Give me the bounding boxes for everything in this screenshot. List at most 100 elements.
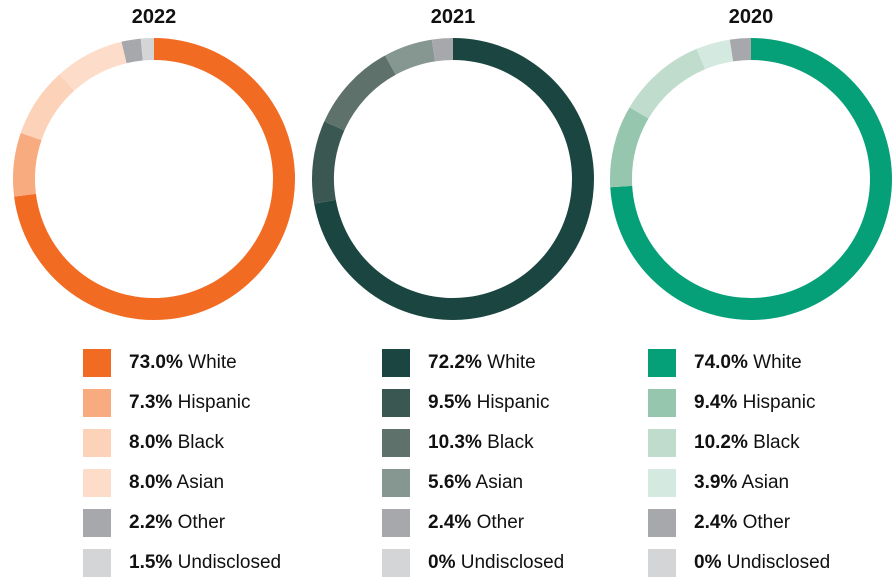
legend-percent: 5.6%: [428, 472, 472, 493]
legend-category: Other: [742, 512, 791, 533]
legend-swatch: [382, 469, 410, 497]
legend-percent: 8.0%: [129, 432, 173, 453]
legend-item-other: 2.4% Other: [648, 503, 830, 543]
legend-category: Black: [487, 432, 534, 453]
legend-category: White: [487, 352, 536, 373]
legend-label: 72.2% White: [428, 352, 536, 374]
legend-item-undisclosed: 1.5% Undisclosed: [83, 543, 281, 583]
legend-category: Other: [177, 512, 226, 533]
slice-asian: [385, 39, 436, 75]
legend-swatch: [83, 429, 111, 457]
legend-item-other: 2.4% Other: [382, 503, 564, 543]
legend-category: White: [753, 352, 802, 373]
legend-category: Hispanic: [742, 392, 816, 413]
legend-category: Undisclosed: [177, 552, 282, 573]
legend-swatch: [83, 549, 111, 577]
legend-swatch: [382, 509, 410, 537]
legend-category: Hispanic: [476, 392, 550, 413]
legend-item-white: 73.0% White: [83, 343, 281, 383]
legend-label: 9.4% Hispanic: [694, 392, 815, 414]
legend-category: Other: [476, 512, 525, 533]
legend-item-undisclosed: 0% Undisclosed: [382, 543, 564, 583]
legend-percent: 2.2%: [129, 512, 173, 533]
legend-swatch: [382, 429, 410, 457]
slice-other: [431, 38, 453, 62]
legend-item-undisclosed: 0% Undisclosed: [648, 543, 830, 583]
legend-swatch: [648, 429, 676, 457]
legend: 73.0% White 7.3% Hispanic 8.0% Black 8.0% A…: [83, 343, 281, 583]
legend-swatch: [648, 469, 676, 497]
legend-label: 9.5% Hispanic: [428, 392, 549, 414]
legend-label: 2.2% Other: [129, 512, 225, 534]
chart-title: 2020: [728, 6, 774, 28]
legend-item-asian: 5.6% Asian: [382, 463, 564, 503]
legend-item-hispanic: 7.3% Hispanic: [83, 383, 281, 423]
legend-item-asian: 8.0% Asian: [83, 463, 281, 503]
slice-black: [324, 55, 396, 131]
legend-percent: 3.9%: [694, 472, 738, 493]
slice-hispanic: [312, 121, 345, 204]
legend-category: Hispanic: [177, 392, 251, 413]
legend-category: Undisclosed: [460, 552, 565, 573]
legend-swatch: [382, 389, 410, 417]
legend-percent: 1.5%: [129, 552, 173, 573]
chart-2021: 2021 72.2% White 9.5% Hispanic 10.3% Black…: [304, 0, 602, 577]
legend-category: Asian: [176, 472, 225, 493]
chart-2022: 2022 73.0% White 7.3% Hispanic 8.0% Black 8…: [5, 0, 303, 577]
slice-other: [729, 38, 751, 62]
legend-swatch: [648, 509, 676, 537]
legend-percent: 74.0%: [694, 352, 748, 373]
legend-swatch: [83, 389, 111, 417]
chart-2020: 2020 74.0% White 9.4% Hispanic 10.2% Black…: [602, 0, 895, 577]
legend-swatch: [83, 349, 111, 377]
slice-asian: [59, 41, 127, 91]
donut-chart: [610, 38, 892, 321]
legend-item-black: 10.3% Black: [382, 423, 564, 463]
donut-chart: [312, 38, 594, 320]
legend-swatch: [648, 389, 676, 417]
legend-label: 8.0% Asian: [129, 472, 224, 494]
legend-swatch: [83, 469, 111, 497]
legend-item-black: 10.2% Black: [648, 423, 830, 463]
legend-label: 10.2% Black: [694, 432, 800, 454]
slice-black: [629, 48, 706, 119]
legend-item-white: 74.0% White: [648, 343, 830, 383]
legend-swatch: [648, 349, 676, 377]
slice-black: [20, 74, 75, 141]
legend-label: 1.5% Undisclosed: [129, 552, 281, 574]
slice-asian: [696, 39, 734, 70]
legend-label: 3.9% Asian: [694, 472, 789, 494]
legend-swatch: [648, 549, 676, 577]
legend-category: Asian: [475, 472, 524, 493]
legend-percent: 0%: [428, 552, 456, 573]
donut-chart: [13, 38, 296, 320]
legend-percent: 0%: [694, 552, 722, 573]
legend-swatch: [382, 349, 410, 377]
legend-item-other: 2.2% Other: [83, 503, 281, 543]
legend-label: 2.4% Other: [428, 512, 524, 534]
legend-percent: 9.5%: [428, 392, 472, 413]
legend: 74.0% White 9.4% Hispanic 10.2% Black 3.9% …: [648, 343, 830, 583]
legend-label: 8.0% Black: [129, 432, 224, 454]
legend-label: 74.0% White: [694, 352, 802, 374]
legend-percent: 10.2%: [694, 432, 748, 453]
legend-percent: 10.3%: [428, 432, 482, 453]
legend-percent: 72.2%: [428, 352, 482, 373]
legend-label: 10.3% Black: [428, 432, 534, 454]
legend-label: 5.6% Asian: [428, 472, 523, 494]
legend-percent: 2.4%: [694, 512, 738, 533]
legend-percent: 7.3%: [129, 392, 173, 413]
legend-percent: 8.0%: [129, 472, 173, 493]
chart-title: 2021: [430, 6, 476, 28]
legend-category: Black: [177, 432, 225, 453]
slice-undisclosed: [140, 38, 154, 61]
chart-title: 2022: [131, 6, 177, 28]
slice-hispanic: [13, 132, 42, 197]
legend-percent: 9.4%: [694, 392, 738, 413]
legend-item-hispanic: 9.5% Hispanic: [382, 383, 564, 423]
legend-label: 0% Undisclosed: [428, 552, 564, 574]
legend-item-white: 72.2% White: [382, 343, 564, 383]
legend-item-hispanic: 9.4% Hispanic: [648, 383, 830, 423]
legend-percent: 2.4%: [428, 512, 472, 533]
legend-swatch: [83, 509, 111, 537]
